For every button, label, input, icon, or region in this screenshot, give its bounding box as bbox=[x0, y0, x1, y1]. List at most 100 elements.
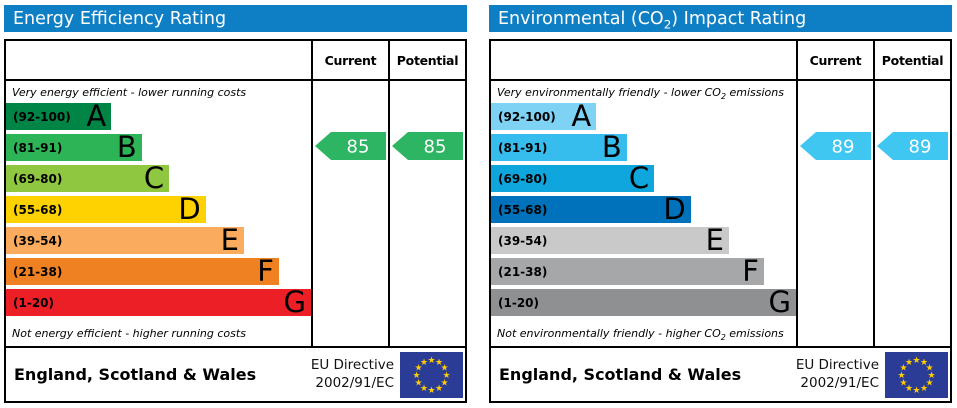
band-bar: (69-80) C bbox=[491, 161, 655, 195]
band-row-a: (92-100) A bbox=[491, 99, 796, 133]
band-row-f: (21-38) F bbox=[6, 254, 311, 288]
band-range-label: (81-91) bbox=[13, 140, 63, 155]
band-bar: (1-20) G bbox=[491, 285, 796, 319]
band-row-f: (21-38) F bbox=[491, 254, 796, 288]
current-column: 89 bbox=[796, 81, 873, 346]
band-column-header bbox=[491, 41, 796, 81]
bottom-note: Not energy efficient - higher running co… bbox=[12, 326, 246, 340]
band-range-label: (1-20) bbox=[13, 295, 54, 310]
chart-footer: England, Scotland & Wales EU Directive 2… bbox=[489, 348, 952, 403]
svg-text:★: ★ bbox=[435, 383, 443, 393]
band-range-label: (55-68) bbox=[498, 202, 548, 217]
rating-table: Current Potential Very energy efficient … bbox=[4, 39, 467, 348]
svg-text:★: ★ bbox=[927, 370, 935, 380]
band-range-label: (69-80) bbox=[498, 171, 548, 186]
band-range-label: (39-54) bbox=[498, 233, 548, 248]
band-letter: G bbox=[283, 285, 306, 319]
svg-text:★: ★ bbox=[412, 370, 420, 380]
svg-text:★: ★ bbox=[442, 370, 450, 380]
band-bar: (1-20) G bbox=[6, 285, 311, 319]
band-row-a: (92-100) A bbox=[6, 102, 311, 131]
current-rating-value: 85 bbox=[347, 136, 370, 157]
band-range-label: (55-68) bbox=[13, 202, 63, 217]
svg-text:★: ★ bbox=[920, 383, 928, 393]
band-bar: (92-100) A bbox=[491, 99, 597, 133]
band-range-label: (21-38) bbox=[13, 264, 63, 279]
footer-region-label: England, Scotland & Wales bbox=[14, 365, 257, 384]
band-letter: F bbox=[257, 254, 274, 288]
bottom-note: Not environmentally friendly - higher CO… bbox=[497, 326, 784, 342]
band-range-label: (92-100) bbox=[13, 109, 71, 124]
svg-text:★: ★ bbox=[414, 378, 422, 388]
svg-text:★: ★ bbox=[427, 355, 435, 365]
band-bar: (39-54) E bbox=[6, 226, 244, 255]
band-bar: (81-91) B bbox=[6, 130, 142, 164]
band-row-e: (39-54) E bbox=[491, 226, 796, 255]
potential-column-header: Potential bbox=[873, 41, 950, 81]
band-bar: (21-38) F bbox=[6, 254, 279, 288]
current-rating-arrow: 89 bbox=[800, 132, 871, 160]
band-letter: A bbox=[571, 99, 592, 133]
band-letter: F bbox=[742, 254, 759, 288]
band-letter: C bbox=[628, 161, 650, 195]
band-range-label: (39-54) bbox=[13, 233, 63, 248]
eu-flag-icon: ★ ★ ★★ ★★ ★★ ★★ ★★ bbox=[885, 351, 948, 398]
band-row-b: (81-91) B bbox=[491, 133, 796, 162]
band-bar: (55-68) D bbox=[6, 192, 206, 226]
footer-region-label: England, Scotland & Wales bbox=[499, 365, 742, 384]
band-letter: G bbox=[768, 285, 791, 319]
potential-column: 85 bbox=[388, 81, 465, 346]
current-column: 85 bbox=[311, 81, 388, 346]
current-column-header: Current bbox=[311, 41, 388, 81]
svg-text:★: ★ bbox=[420, 357, 428, 367]
potential-column: 89 bbox=[873, 81, 950, 346]
potential-column-header: Potential bbox=[388, 41, 465, 81]
band-row-g: (1-20) G bbox=[6, 285, 311, 319]
band-range-label: (1-20) bbox=[498, 295, 539, 310]
environmental-impact-chart: Environmental (CO2) Impact Rating Curren… bbox=[489, 5, 952, 403]
chart-title: Environmental (CO2) Impact Rating bbox=[498, 8, 807, 31]
band-row-c: (69-80) C bbox=[6, 161, 311, 195]
svg-text:★: ★ bbox=[440, 378, 448, 388]
eu-directive-label: EU Directive 2002/91/EC bbox=[795, 356, 879, 391]
band-row-e: (39-54) E bbox=[6, 226, 311, 255]
top-note: Very environmentally friendly - lower CO… bbox=[497, 85, 784, 101]
chart-footer: England, Scotland & Wales EU Directive 2… bbox=[4, 348, 467, 403]
band-row-d: (55-68) D bbox=[6, 192, 311, 226]
band-row-c: (69-80) C bbox=[491, 161, 796, 195]
band-bar: (21-38) F bbox=[491, 254, 764, 288]
band-bar: (92-100) A bbox=[6, 102, 112, 131]
top-note: Very energy efficient - lower running co… bbox=[12, 85, 247, 99]
band-scale: Very energy efficient - lower running co… bbox=[6, 81, 311, 346]
band-letter: B bbox=[116, 130, 137, 164]
band-range-label: (81-91) bbox=[498, 140, 548, 155]
svg-text:★: ★ bbox=[920, 357, 928, 367]
svg-text:★: ★ bbox=[899, 363, 907, 373]
band-letter: D bbox=[178, 192, 201, 226]
band-range-label: (69-80) bbox=[13, 171, 63, 186]
current-rating-value: 89 bbox=[832, 136, 855, 157]
current-column-header: Current bbox=[796, 41, 873, 81]
energy-efficiency-chart: Energy Efficiency Rating Current Potenti… bbox=[4, 5, 467, 403]
chart-title-bar: Energy Efficiency Rating bbox=[4, 5, 467, 32]
potential-rating-arrow: 85 bbox=[392, 132, 463, 160]
svg-text:★: ★ bbox=[414, 363, 422, 373]
eu-directive-label: EU Directive 2002/91/EC bbox=[310, 356, 394, 391]
band-letter: D bbox=[663, 192, 686, 226]
band-bar: (55-68) D bbox=[491, 192, 691, 226]
svg-text:★: ★ bbox=[912, 385, 920, 395]
svg-text:★: ★ bbox=[440, 363, 448, 373]
band-range-label: (21-38) bbox=[498, 264, 548, 279]
band-row-b: (81-91) B bbox=[6, 130, 311, 164]
svg-text:★: ★ bbox=[899, 378, 907, 388]
svg-text:★: ★ bbox=[897, 370, 905, 380]
band-letter: C bbox=[143, 161, 165, 195]
svg-text:★: ★ bbox=[925, 363, 933, 373]
eu-flag-icon: ★ ★ ★★ ★★ ★★ ★★ ★★ bbox=[400, 351, 463, 398]
svg-text:★: ★ bbox=[435, 357, 443, 367]
band-range-label: (92-100) bbox=[498, 109, 556, 124]
band-column-header bbox=[6, 41, 311, 81]
svg-text:★: ★ bbox=[912, 355, 920, 365]
chart-title-bar: Environmental (CO2) Impact Rating bbox=[489, 5, 952, 32]
